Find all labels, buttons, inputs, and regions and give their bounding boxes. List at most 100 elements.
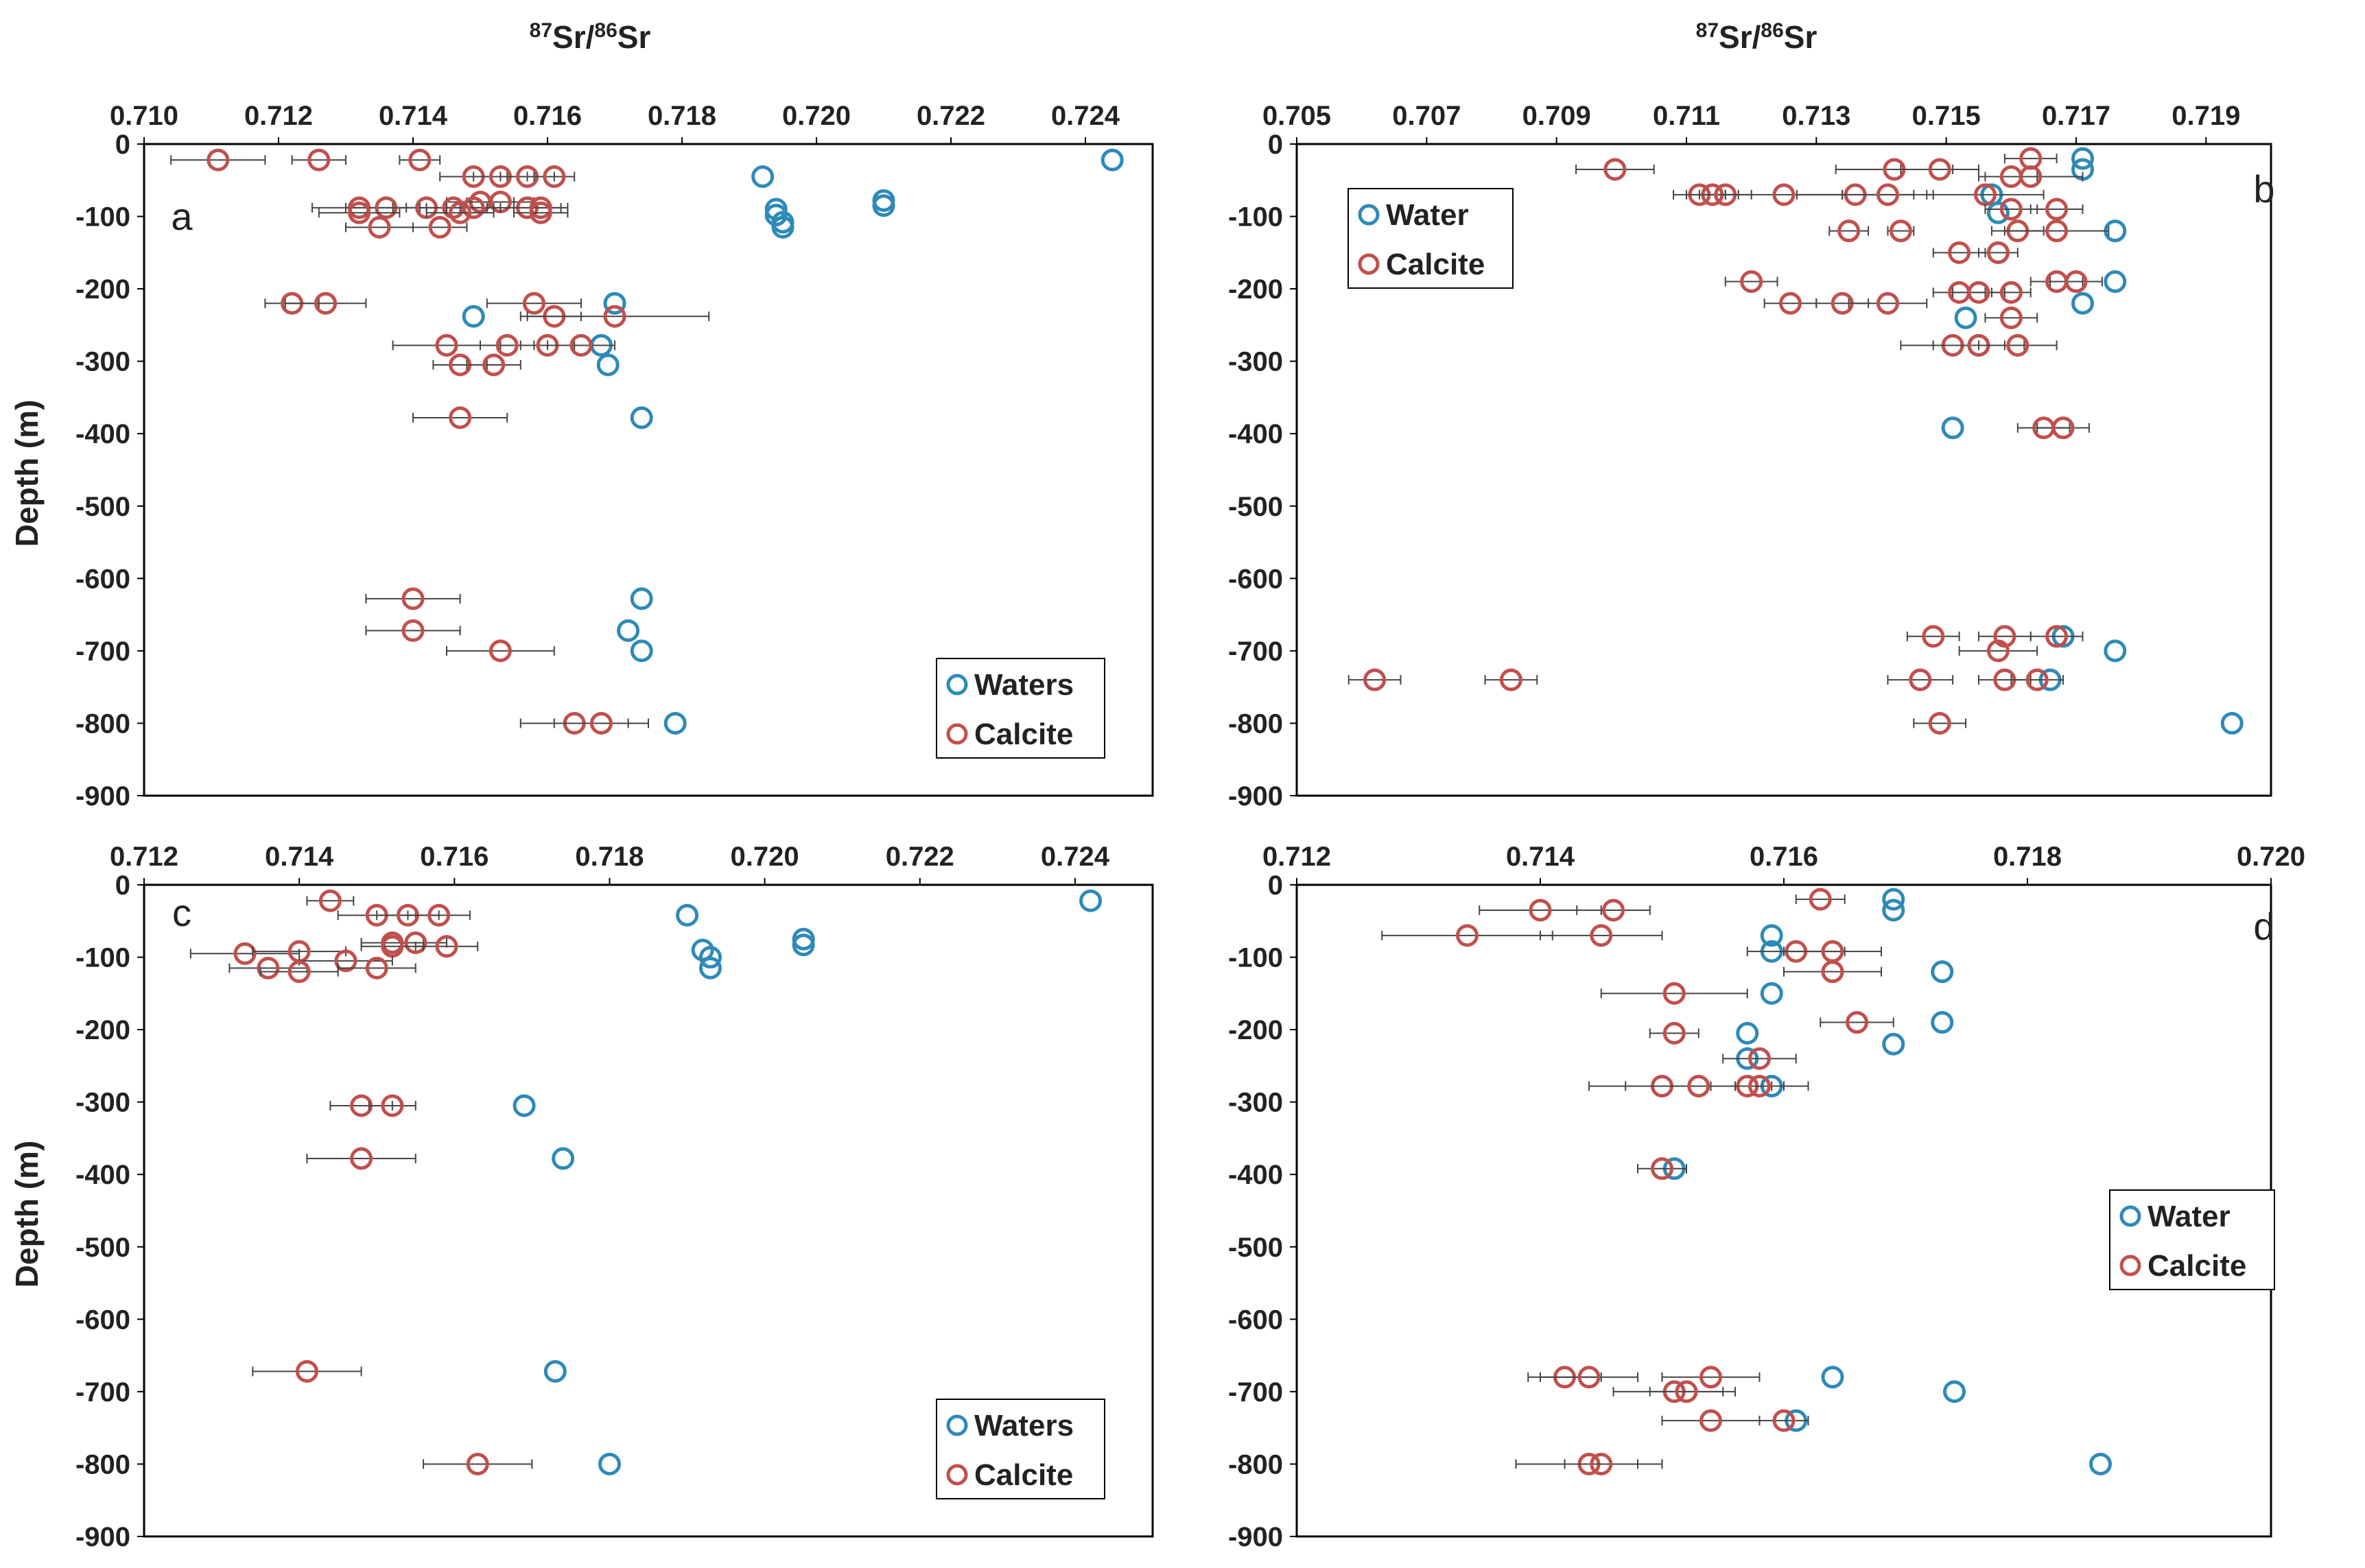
- data-point-waters: [663, 711, 687, 735]
- data-point-calcite: [1909, 668, 1932, 691]
- data-point-calcite: [449, 406, 472, 429]
- data-point-water: [1821, 1366, 1844, 1389]
- svg-text:87Sr/86Sr: 87Sr/86Sr: [530, 19, 651, 55]
- plot-frame: [143, 883, 1154, 1538]
- y-tick-label: 0: [1268, 870, 1283, 901]
- y-tick-label: -900: [75, 1522, 130, 1552]
- data-point-calcite: [1928, 711, 1951, 735]
- title-text: Sr: [1784, 19, 1817, 55]
- data-point-calcite: [2045, 219, 2069, 243]
- data-point-calcite: [482, 353, 506, 377]
- data-point-calcite: [462, 196, 485, 219]
- data-point-calcite: [435, 935, 458, 958]
- data-point-calcite: [1778, 292, 1802, 315]
- data-point-calcite: [2051, 416, 2075, 440]
- data-point-calcite: [1999, 165, 2023, 188]
- y-tick-label: -200: [75, 274, 130, 305]
- legend: Waters Calcite: [936, 1399, 1105, 1499]
- legend-label-calcite: Calcite: [2148, 1249, 2246, 1283]
- data-point-water: [2104, 270, 2127, 294]
- y-tick-label: -500: [75, 492, 130, 522]
- x-tick-label: 0.720: [731, 842, 799, 872]
- data-point-calcite: [2045, 625, 2069, 648]
- data-point-calcite: [1948, 241, 1971, 264]
- data-point-calcite: [589, 711, 613, 735]
- data-point-calcite: [1809, 888, 1832, 911]
- data-point-calcite: [2045, 198, 2069, 221]
- top-axis-title-right: 87Sr/86Sr: [1696, 19, 1817, 55]
- y-tick-label: -700: [1228, 1377, 1283, 1407]
- y-tick-label: 0: [115, 870, 130, 901]
- y-tick-label: -400: [1228, 1160, 1283, 1190]
- data-point-calcite: [318, 889, 342, 912]
- data-point-waters: [698, 956, 722, 979]
- y-tick-label: -200: [1228, 274, 1283, 305]
- data-point-calcite: [1748, 1074, 1771, 1097]
- legend-marker-calcite: [1358, 253, 1380, 275]
- legend: Water Calcite: [1348, 188, 1514, 289]
- data-point-calcite: [1499, 668, 1522, 691]
- legend: Waters Calcite: [936, 658, 1105, 759]
- legend-marker-calcite: [946, 1464, 968, 1486]
- data-point-calcite: [1651, 1157, 1673, 1180]
- x-tick-label: 0.709: [1522, 101, 1591, 131]
- y-tick-label: -600: [1228, 1305, 1283, 1335]
- y-tick-label: -300: [75, 347, 130, 377]
- y-tick-label: -400: [75, 1160, 130, 1190]
- data-point-waters: [552, 1147, 575, 1170]
- x-tick-label: 0.718: [648, 101, 716, 131]
- data-point-calcite: [522, 292, 545, 315]
- x-tick-label: 0.705: [1262, 101, 1331, 131]
- data-point-calcite: [1699, 1366, 1722, 1389]
- plot-frame: [143, 143, 1154, 797]
- x-tick-label: 0.720: [2237, 842, 2305, 872]
- data-point-waters: [1101, 148, 1124, 171]
- title-superscript: 86: [1761, 19, 1783, 42]
- series-water: [1662, 888, 2112, 1475]
- data-point-calcite: [1603, 158, 1627, 181]
- title-text: Sr/: [552, 19, 595, 55]
- data-point-calcite: [449, 201, 472, 224]
- data-point-calcite: [1456, 924, 1479, 947]
- legend-label-calcite: Calcite: [974, 717, 1073, 751]
- data-point-calcite: [1590, 924, 1613, 947]
- data-point-waters: [630, 639, 653, 663]
- data-point-calcite: [495, 333, 519, 357]
- data-point-calcite: [1529, 899, 1552, 922]
- panel-b: 0.705 0.707 0.709 0.711 0.713 0.715 0.717 0.719…: [1228, 101, 2275, 811]
- y-tick-label: -100: [1228, 943, 1283, 973]
- plot-frame: [1295, 143, 2272, 797]
- data-point-calcite: [1821, 960, 1844, 984]
- data-point-calcite: [489, 639, 512, 663]
- y-axis-label-bottom: Depth (m): [9, 1141, 45, 1288]
- title-text: Sr/: [1719, 19, 1761, 55]
- y-tick-label: -600: [75, 564, 130, 594]
- y-tick-label: -700: [1228, 637, 1283, 667]
- data-point-calcite: [1986, 241, 2010, 264]
- data-point-calcite: [401, 619, 425, 642]
- y-tick-label: -700: [75, 1377, 130, 1407]
- series-waters: [462, 148, 1124, 735]
- x-tick-label: 0.710: [110, 101, 178, 131]
- x-tick-label: 0.716: [420, 842, 489, 872]
- data-point-water: [2071, 292, 2094, 315]
- data-point-calcite: [1590, 1452, 1613, 1475]
- data-point-waters: [598, 1452, 621, 1475]
- data-point-calcite: [350, 1147, 373, 1170]
- y-tick-label: -700: [75, 637, 130, 667]
- data-point-calcite: [1662, 1021, 1686, 1045]
- data-point-waters: [617, 619, 640, 642]
- data-point-calcite: [466, 1452, 489, 1475]
- data-point-waters: [751, 165, 775, 188]
- y-tick-label: -100: [1228, 202, 1283, 233]
- legend: Water Calcite: [2109, 1189, 2275, 1290]
- y-axis-label-top: Depth (m): [9, 400, 45, 547]
- data-point-waters: [792, 934, 815, 957]
- y-tick-label: 0: [1268, 130, 1283, 160]
- data-point-calcite: [1772, 183, 1796, 206]
- legend-marker-calcite: [946, 723, 968, 745]
- x-tick-label: 0.715: [1912, 101, 1981, 131]
- legend-label-calcite: Calcite: [1386, 248, 1485, 281]
- series-water: [1941, 147, 2244, 735]
- data-point-calcite: [428, 215, 451, 239]
